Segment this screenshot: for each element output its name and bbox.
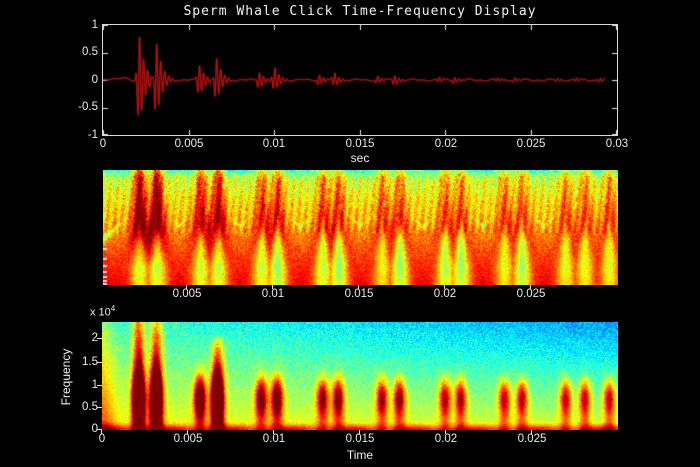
waveform-xtick-label: 0.025 bbox=[516, 138, 546, 150]
spectrogram-ytick-label: 0 bbox=[91, 423, 98, 435]
waveform-canvas bbox=[103, 25, 617, 135]
figure-title: Sperm Whale Click Time-Frequency Display bbox=[183, 4, 537, 19]
scalogram-xtick-label: 0.01 bbox=[261, 288, 285, 300]
x-tick-mark bbox=[273, 430, 274, 434]
scalogram-xtick-label: 0.015 bbox=[344, 288, 374, 300]
waveform-ytick-label: 0.5 bbox=[82, 46, 98, 58]
x-tick-mark bbox=[444, 285, 445, 289]
spectrogram-ytick-label: 0.5 bbox=[82, 401, 98, 413]
waveform-xtick-label: 0.015 bbox=[345, 138, 375, 150]
waveform-xtick-label: 0 bbox=[99, 138, 107, 150]
waveform-ytick-label: -0.5 bbox=[78, 101, 98, 113]
waveform-xtick-label: 0.03 bbox=[605, 138, 629, 150]
spectrogram-ytick-label: 1 bbox=[91, 379, 98, 391]
x-tick-mark bbox=[358, 285, 359, 289]
y-tick-mark bbox=[97, 362, 102, 363]
spectrogram-xtick-label: 0.01 bbox=[262, 433, 286, 445]
x-tick-mark bbox=[187, 430, 188, 434]
spectrogram-xtick-label: 0.005 bbox=[173, 433, 203, 445]
waveform-ytick-label: 1 bbox=[91, 19, 98, 31]
x-tick-mark bbox=[272, 285, 273, 289]
spectrogram-xaxis-label: Time bbox=[346, 448, 374, 462]
x-tick-mark bbox=[359, 430, 360, 434]
x-tick-mark bbox=[186, 285, 187, 289]
spectrogram-xtick-label: 0.015 bbox=[345, 433, 375, 445]
scalogram-xtick-label: 0.025 bbox=[516, 288, 546, 300]
frequency-scale-label: x 104 bbox=[90, 304, 115, 319]
y-tick-mark bbox=[97, 429, 102, 430]
spectrogram-ytick-label: 1.5 bbox=[82, 356, 98, 368]
x-tick-mark bbox=[530, 285, 531, 289]
waveform-ytick-label: -1 bbox=[87, 129, 98, 141]
scalogram-xtick-label: 0.02 bbox=[433, 288, 457, 300]
waveform-xtick-label: 0.005 bbox=[174, 138, 204, 150]
spectrogram-xtick-label: 0.025 bbox=[517, 433, 547, 445]
y-tick-mark bbox=[97, 385, 102, 386]
waveform-xaxis-label: sec bbox=[350, 151, 370, 165]
spectrogram-canvas bbox=[102, 322, 618, 430]
x-tick-mark bbox=[445, 430, 446, 434]
x-tick-mark bbox=[101, 430, 102, 434]
y-tick-mark bbox=[97, 338, 102, 339]
waveform-xtick-label: 0.01 bbox=[262, 138, 286, 150]
waveform-xtick-label: 0.02 bbox=[434, 138, 458, 150]
waveform-plot-box bbox=[102, 24, 618, 136]
spectrogram-xtick-label: 0 bbox=[98, 433, 106, 445]
x-tick-mark bbox=[531, 430, 532, 434]
y-tick-mark bbox=[97, 407, 102, 408]
scalogram-xtick-label: 0.005 bbox=[172, 288, 202, 300]
frequency-scale-exponent: 4 bbox=[110, 304, 116, 313]
waveform-ytick-label: 0 bbox=[91, 74, 98, 86]
spectrogram-ytick-label: 2 bbox=[91, 332, 98, 344]
frequency-scale-base: x 10 bbox=[90, 306, 111, 319]
spectrogram-xtick-label: 0.02 bbox=[434, 433, 458, 445]
scalogram-canvas bbox=[103, 170, 618, 285]
